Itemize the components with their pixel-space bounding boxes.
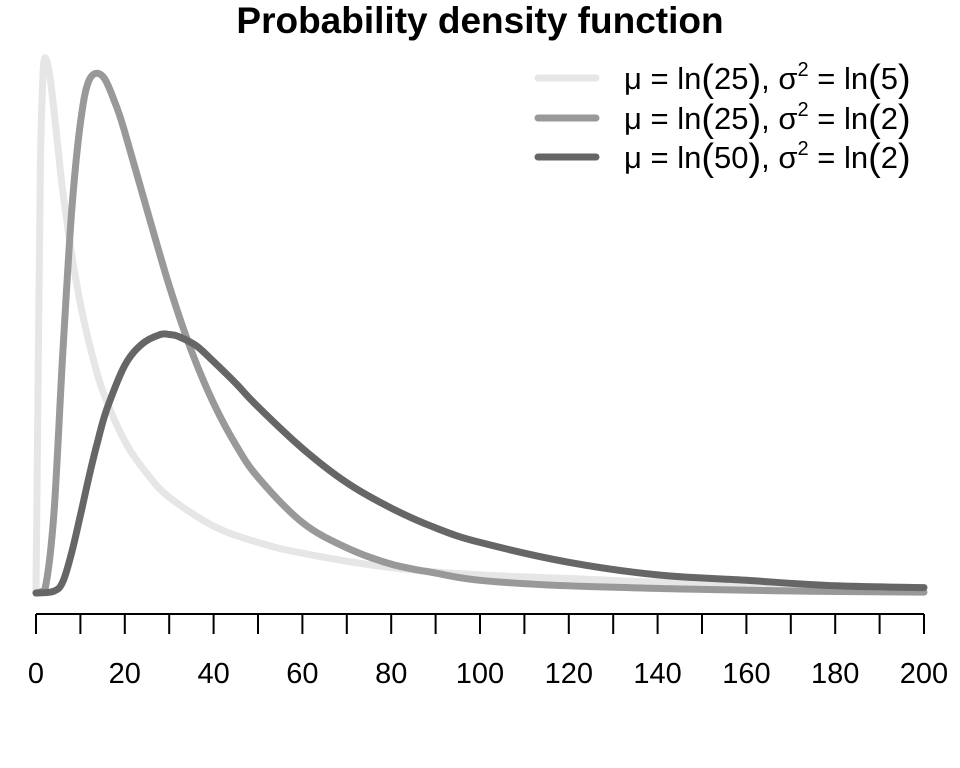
x-tick-label: 40 bbox=[197, 658, 229, 690]
x-tick-label: 80 bbox=[375, 658, 407, 690]
legend-label: μ = ln(25), σ2 = ln(5) bbox=[624, 58, 911, 100]
legend-label: μ = ln(50), σ2 = ln(2) bbox=[624, 137, 911, 179]
series-layer bbox=[32, 54, 928, 597]
x-tick-label: 60 bbox=[286, 658, 318, 690]
x-tick-label: 140 bbox=[633, 658, 681, 690]
series-line-2 bbox=[32, 69, 928, 597]
x-tick-label: 20 bbox=[109, 658, 141, 690]
chart-title: Probability density function bbox=[236, 0, 723, 41]
x-tick-label: 160 bbox=[722, 658, 770, 690]
legend: μ = ln(25), σ2 = ln(5)μ = ln(25), σ2 = l… bbox=[534, 58, 911, 179]
legend-label: μ = ln(25), σ2 = ln(2) bbox=[624, 98, 911, 140]
series-line-3 bbox=[32, 330, 928, 597]
x-tick-label: 120 bbox=[545, 658, 593, 690]
x-axis: 0 20 40 60 80 100 120 140 160 180 200 bbox=[28, 613, 948, 690]
x-tick-label: 0 bbox=[28, 658, 44, 690]
legend-item-1: μ = ln(25), σ2 = ln(5) bbox=[534, 58, 911, 100]
x-tick-label: 100 bbox=[456, 658, 504, 690]
x-tick-label: 200 bbox=[900, 658, 948, 690]
legend-item-2: μ = ln(25), σ2 = ln(2) bbox=[534, 98, 911, 140]
x-tick-label: 180 bbox=[811, 658, 859, 690]
legend-item-3: μ = ln(50), σ2 = ln(2) bbox=[534, 137, 911, 179]
series-line-1 bbox=[32, 54, 928, 597]
